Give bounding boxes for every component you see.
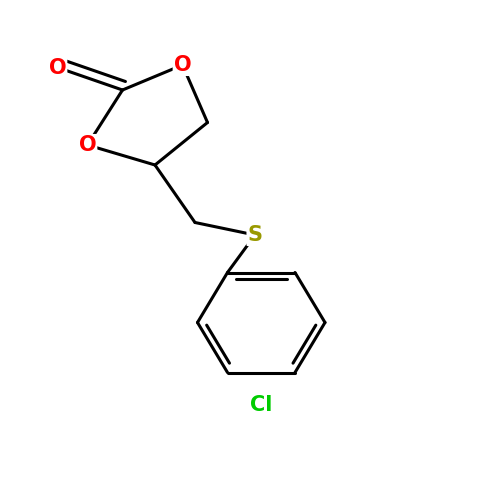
Text: O: O [48, 58, 66, 78]
Text: Cl: Cl [250, 395, 272, 415]
Text: O: O [78, 135, 96, 155]
Text: O: O [174, 55, 192, 75]
Text: S: S [248, 225, 262, 245]
